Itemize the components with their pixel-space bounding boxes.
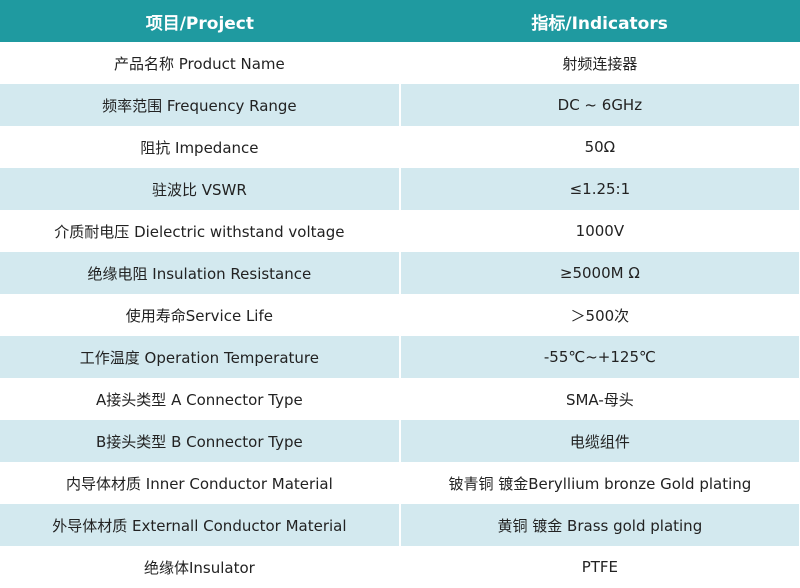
cell: DC ~ 6GHz — [399, 84, 800, 126]
row: 阻抗 Impedance 50Ω — [0, 126, 800, 168]
row: 介质耐电压 Dielectric withstand voltage 1000V — [0, 210, 800, 252]
cell: 产品名称 Product Name — [0, 42, 401, 84]
header-row: 项目/Project 指标/Indicators — [0, 0, 800, 42]
row: 内导体材质 Inner Conductor Material 铍青铜 镀金Bery… — [0, 462, 800, 504]
cell: 外导体材质 Externall Conductor Material — [0, 504, 401, 546]
row: 工作温度 Operation Temperature -55℃~+125℃ — [0, 336, 800, 378]
row: 产品名称 Product Name 射频连接器 — [0, 42, 800, 84]
cell: -55℃~+125℃ — [399, 336, 800, 378]
cell: B接头类型 B Connector Type — [0, 420, 401, 462]
cell: 黄铜 镀金 Brass gold plating — [399, 504, 800, 546]
cell: ≥5000M Ω — [399, 252, 800, 294]
cell: 射频连接器 — [399, 42, 800, 84]
cell: ＞500次 — [399, 294, 800, 336]
cell: 介质耐电压 Dielectric withstand voltage — [0, 210, 401, 252]
row: 绝缘电阻 Insulation Resistance ≥5000M Ω — [0, 252, 800, 294]
cell: 驻波比 VSWR — [0, 168, 401, 210]
row: 使用寿命Service Life ＞500次 — [0, 294, 800, 336]
cell: 工作温度 Operation Temperature — [0, 336, 401, 378]
cell: 频率范围 Frequency Range — [0, 84, 401, 126]
cell: 使用寿命Service Life — [0, 294, 401, 336]
row: 频率范围 Frequency Range DC ~ 6GHz — [0, 84, 800, 126]
cell: PTFE — [399, 546, 800, 588]
cell: 电缆组件 — [399, 420, 800, 462]
header-cell: 指标/Indicators — [399, 0, 800, 42]
cell: ≤1.25:1 — [399, 168, 800, 210]
cell: 阻抗 Impedance — [0, 126, 401, 168]
header-cell: 项目/Project — [0, 0, 400, 42]
cell: 绝缘电阻 Insulation Resistance — [0, 252, 401, 294]
row: B接头类型 B Connector Type 电缆组件 — [0, 420, 800, 462]
row: A接头类型 A Connector Type SMA-母头 — [0, 378, 800, 420]
cell: SMA-母头 — [399, 378, 800, 420]
cell: A接头类型 A Connector Type — [0, 378, 401, 420]
cell: 内导体材质 Inner Conductor Material — [0, 462, 401, 504]
cell: 50Ω — [399, 126, 800, 168]
row: 驻波比 VSWR ≤1.25:1 — [0, 168, 800, 210]
row: 绝缘体Insulator PTFE — [0, 546, 800, 588]
cell: 铍青铜 镀金Beryllium bronze Gold plating — [399, 462, 800, 504]
cell: 绝缘体Insulator — [0, 546, 401, 588]
row: 外导体材质 Externall Conductor Material 黄铜 镀金 … — [0, 504, 800, 546]
cell: 1000V — [399, 210, 800, 252]
